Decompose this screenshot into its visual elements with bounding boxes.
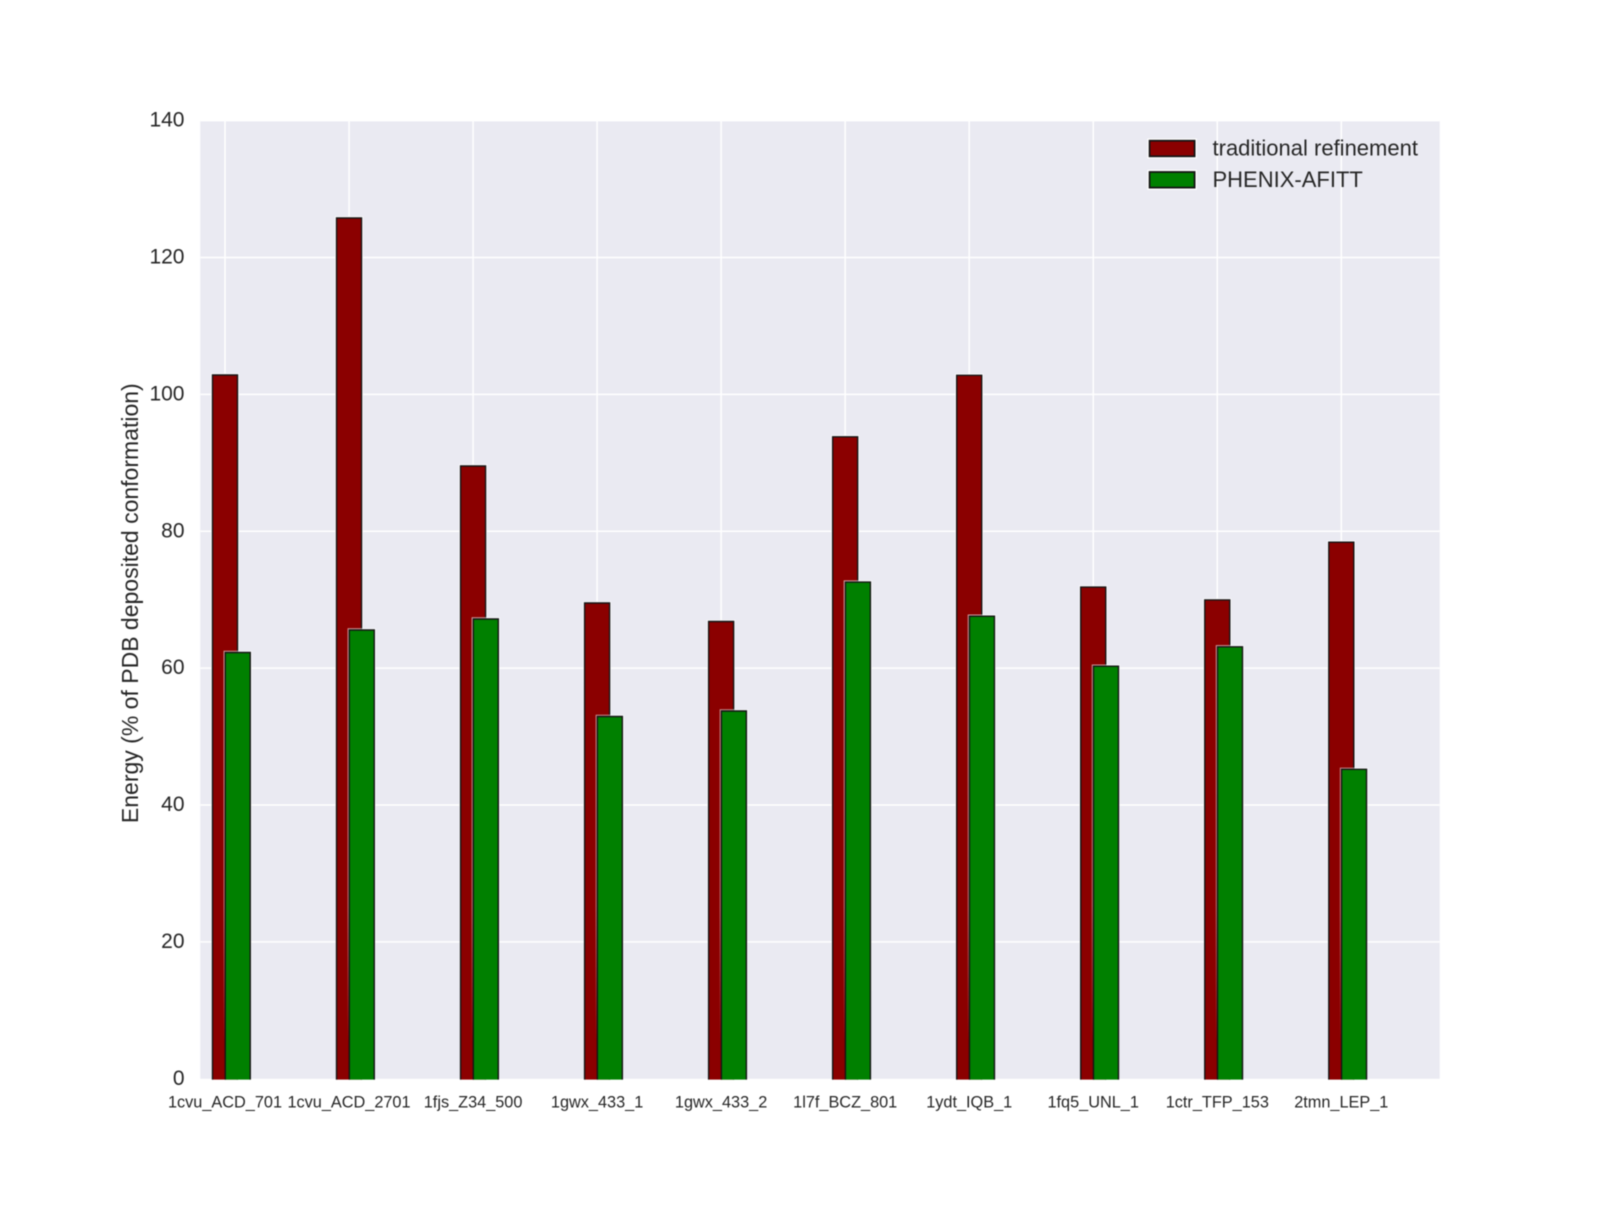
svg-text:0: 0 (173, 1067, 185, 1090)
svg-text:140: 140 (149, 109, 184, 132)
svg-text:60: 60 (161, 656, 184, 679)
svg-text:1fq5_UNL_1: 1fq5_UNL_1 (1047, 1093, 1138, 1111)
svg-text:1cvu_ACD_2701: 1cvu_ACD_2701 (287, 1093, 410, 1111)
svg-text:120: 120 (149, 246, 184, 269)
svg-text:100: 100 (149, 382, 184, 405)
svg-text:1gwx_433_2: 1gwx_433_2 (675, 1093, 767, 1111)
svg-text:1cvu_ACD_701: 1cvu_ACD_701 (168, 1093, 282, 1111)
svg-text:PHENIX-AFITT: PHENIX-AFITT (1213, 167, 1363, 192)
svg-text:2tmn_LEP_1: 2tmn_LEP_1 (1294, 1093, 1388, 1111)
svg-text:1fjs_Z34_500: 1fjs_Z34_500 (424, 1093, 523, 1111)
svg-text:1ydt_IQB_1: 1ydt_IQB_1 (926, 1093, 1012, 1111)
svg-text:traditional refinement: traditional refinement (1213, 136, 1418, 161)
svg-text:1gwx_433_1: 1gwx_433_1 (551, 1093, 643, 1111)
svg-text:1l7f_BCZ_801: 1l7f_BCZ_801 (793, 1093, 897, 1111)
svg-text:20: 20 (161, 930, 184, 953)
svg-text:Energy (% of PDB deposited con: Energy (% of PDB deposited conformation) (117, 383, 143, 823)
svg-text:80: 80 (161, 519, 184, 542)
svg-text:1ctr_TFP_153: 1ctr_TFP_153 (1166, 1093, 1269, 1111)
svg-text:40: 40 (161, 793, 184, 816)
